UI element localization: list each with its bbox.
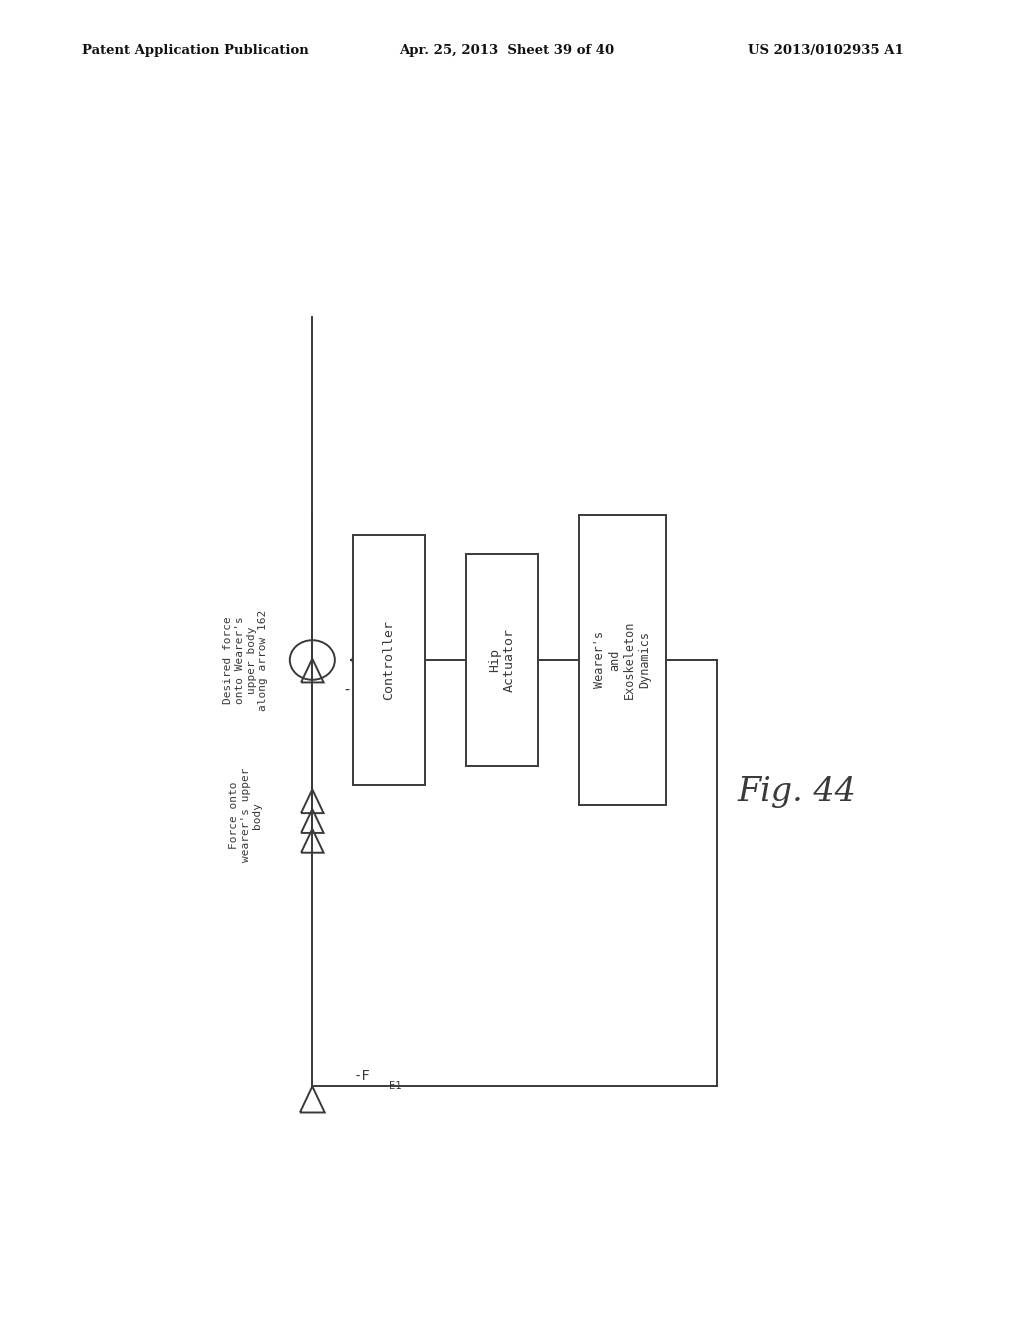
Text: Hip
Actuator: Hip Actuator bbox=[487, 628, 516, 692]
Text: Apr. 25, 2013  Sheet 39 of 40: Apr. 25, 2013 Sheet 39 of 40 bbox=[399, 44, 614, 57]
Bar bbox=[579, 515, 666, 805]
Text: Fig. 44: Fig. 44 bbox=[737, 776, 856, 808]
Bar bbox=[353, 535, 425, 785]
Text: Desired force
onto Wearer's
upper body
along arrow 162: Desired force onto Wearer's upper body a… bbox=[223, 610, 268, 710]
Text: US 2013/0102935 A1: US 2013/0102935 A1 bbox=[748, 44, 903, 57]
Text: -: - bbox=[343, 681, 351, 697]
Text: Force onto
wearer's upper
body: Force onto wearer's upper body bbox=[229, 768, 262, 862]
Bar bbox=[466, 554, 538, 766]
Text: Controller: Controller bbox=[383, 620, 395, 700]
Text: Wearer's
and
Exoskeleton
Dynamics: Wearer's and Exoskeleton Dynamics bbox=[593, 620, 651, 700]
Text: E1: E1 bbox=[389, 1081, 401, 1092]
Text: Patent Application Publication: Patent Application Publication bbox=[82, 44, 308, 57]
Text: -F: -F bbox=[353, 1069, 370, 1082]
